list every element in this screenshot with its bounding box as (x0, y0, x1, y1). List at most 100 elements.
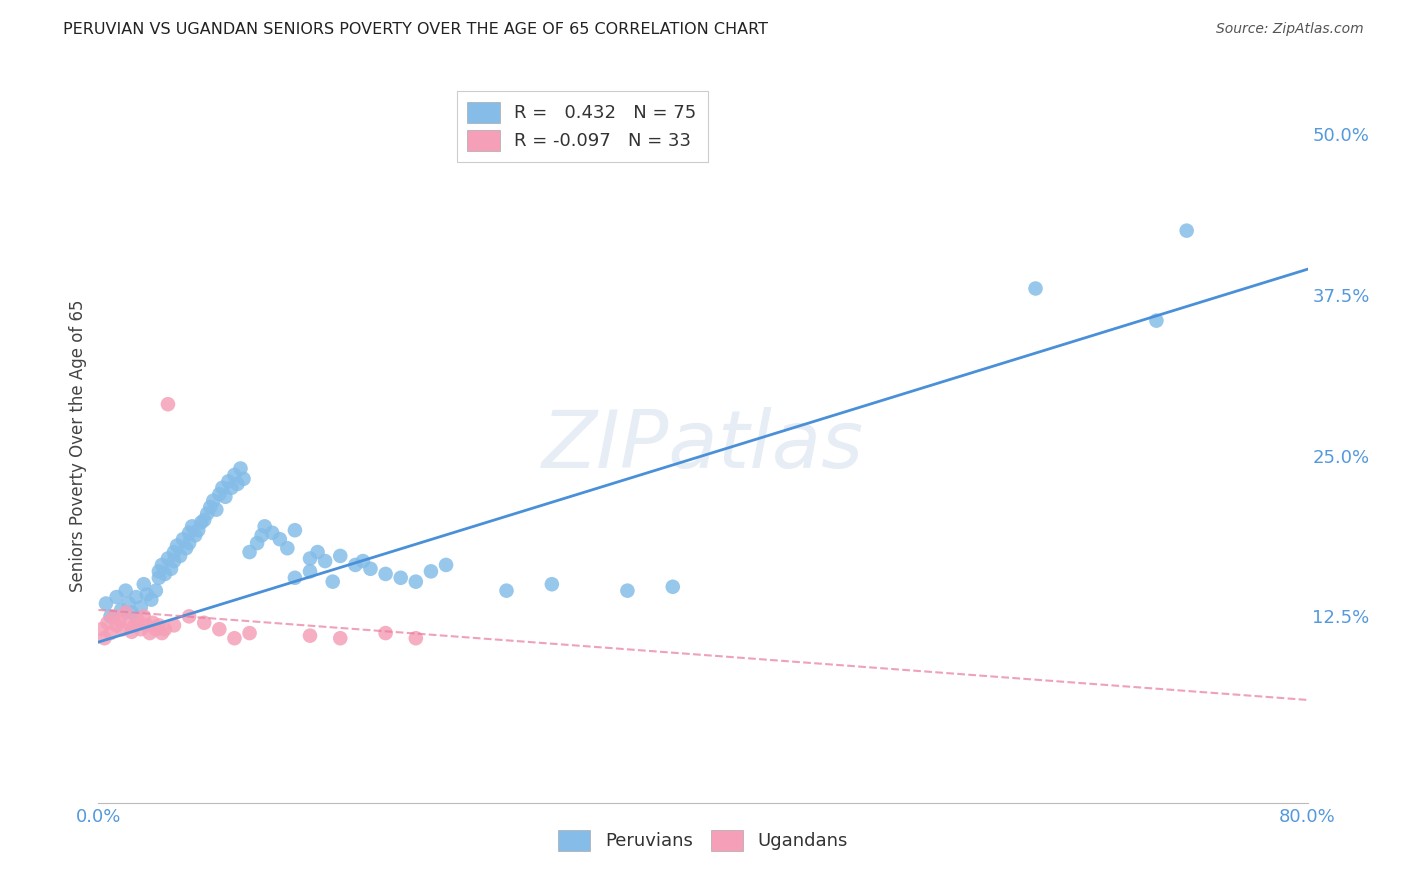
Point (163, 554, 186, 568)
Point (114, 606, 136, 620)
Point (108, 613, 131, 627)
Point (405, 631, 427, 645)
Point (145, 583, 167, 598)
Point (389, 571, 412, 585)
Point (239, 545, 262, 559)
Point (179, 536, 201, 550)
Point (329, 631, 352, 645)
Point (1024, 281, 1046, 295)
Point (111, 622, 134, 636)
Point (269, 533, 291, 547)
Point (262, 525, 284, 540)
Point (103, 609, 125, 624)
Point (202, 493, 225, 508)
Point (187, 523, 209, 537)
Point (193, 615, 215, 630)
Point (329, 549, 352, 563)
Point (153, 622, 176, 636)
Point (150, 558, 173, 572)
Point (374, 566, 396, 581)
Point (226, 477, 249, 491)
Point (322, 574, 344, 589)
Point (224, 467, 246, 482)
Point (114, 583, 136, 598)
Point (221, 481, 243, 495)
Point (1144, 313, 1167, 327)
Point (121, 606, 143, 620)
Point (224, 631, 246, 645)
Point (94, 597, 117, 611)
Point (434, 558, 457, 572)
Point (127, 613, 149, 627)
Point (129, 600, 152, 615)
Point (217, 475, 239, 489)
Point (214, 490, 236, 504)
Point (250, 528, 273, 542)
Point (420, 565, 443, 579)
Text: Source: ZipAtlas.com: Source: ZipAtlas.com (1216, 22, 1364, 37)
Point (299, 629, 322, 643)
Point (125, 590, 148, 604)
Point (299, 565, 322, 579)
Point (156, 551, 179, 566)
Point (184, 528, 207, 542)
Point (132, 609, 155, 624)
Point (193, 513, 215, 527)
Point (314, 554, 336, 568)
Point (276, 541, 298, 556)
Point (246, 536, 269, 550)
Point (118, 615, 141, 630)
Point (148, 571, 170, 585)
Point (284, 523, 307, 537)
Point (156, 397, 179, 411)
Point (160, 562, 183, 576)
Point (284, 571, 307, 585)
Point (166, 539, 188, 553)
Point (208, 487, 231, 501)
Point (90, 622, 112, 636)
Point (105, 590, 128, 604)
Point (405, 574, 427, 589)
Point (232, 472, 254, 486)
Point (163, 618, 186, 632)
Point (174, 541, 197, 556)
Point (141, 592, 163, 607)
Point (129, 622, 152, 636)
Point (195, 507, 218, 521)
Point (360, 562, 382, 576)
Point (352, 554, 374, 568)
Point (93, 631, 115, 645)
Point (208, 622, 231, 636)
Point (100, 626, 122, 640)
Point (124, 618, 146, 632)
Point (121, 624, 143, 639)
Point (135, 618, 157, 632)
Point (253, 519, 276, 533)
Point (374, 626, 396, 640)
Point (661, 580, 683, 594)
Point (150, 626, 173, 640)
Text: PERUVIAN VS UGANDAN SENIORS POVERTY OVER THE AGE OF 65 CORRELATION CHART: PERUVIAN VS UGANDAN SENIORS POVERTY OVER… (63, 22, 768, 37)
Point (181, 519, 204, 533)
Point (307, 545, 329, 559)
Y-axis label: Seniors Poverty Over the Age of 65: Seniors Poverty Over the Age of 65 (69, 300, 87, 592)
Point (169, 549, 191, 563)
Point (148, 565, 170, 579)
Point (145, 622, 167, 636)
Point (179, 525, 201, 540)
Point (190, 516, 212, 530)
Point (540, 577, 562, 591)
Point (211, 481, 233, 495)
Point (163, 545, 186, 559)
Point (105, 618, 128, 632)
Point (153, 566, 176, 581)
Point (299, 551, 322, 566)
Point (179, 609, 201, 624)
Point (239, 626, 262, 640)
Point (139, 626, 162, 640)
Point (1175, 224, 1198, 238)
Point (135, 587, 157, 601)
Point (229, 461, 252, 475)
Text: ZIPatlas: ZIPatlas (541, 407, 865, 485)
Point (148, 618, 170, 632)
